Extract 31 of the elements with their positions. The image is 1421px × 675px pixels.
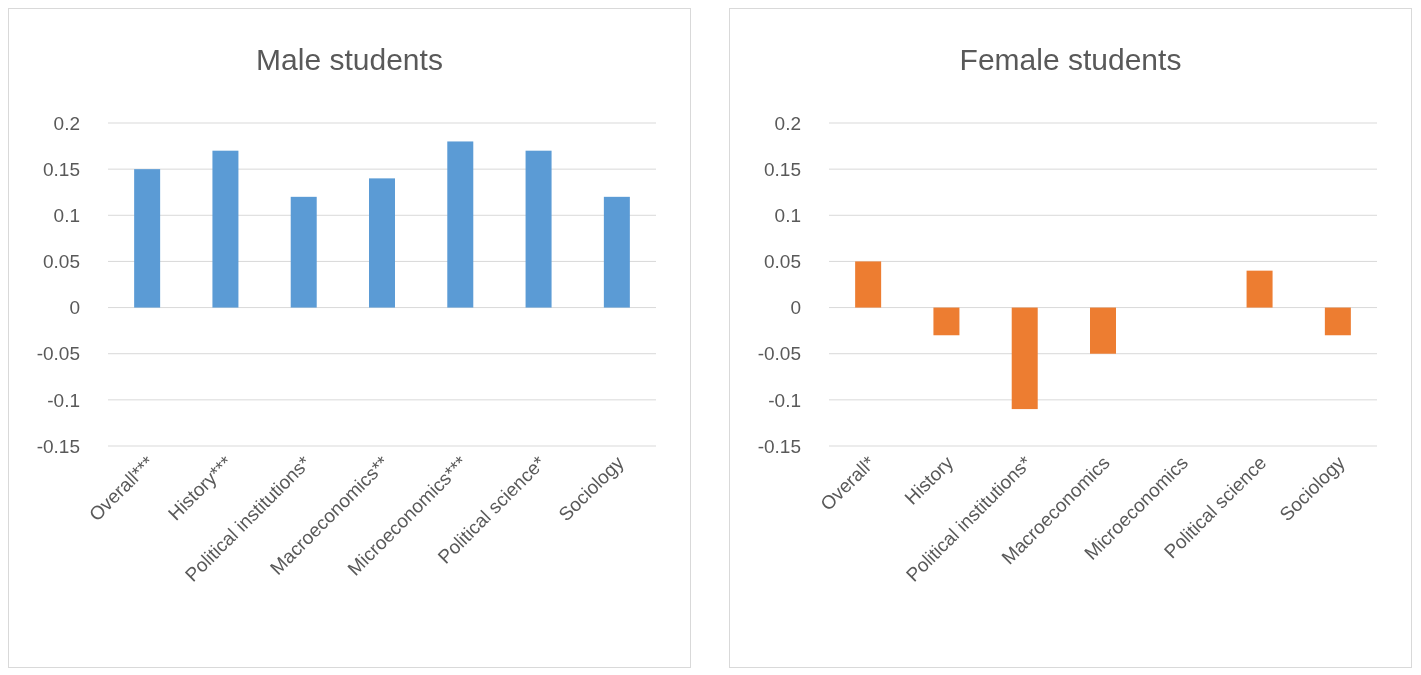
y-tick-label: 0.2 xyxy=(774,112,801,134)
bar xyxy=(1090,307,1116,354)
y-tick-label: 0 xyxy=(69,297,80,319)
bar xyxy=(1011,307,1038,410)
y-tick-label: -0.1 xyxy=(768,389,801,411)
y-tick-label: -0.1 xyxy=(47,389,80,411)
bar xyxy=(1246,270,1273,308)
y-tick-label: -0.05 xyxy=(36,343,80,365)
y-tick-label: 0.15 xyxy=(43,158,80,180)
bar xyxy=(855,261,882,308)
bar xyxy=(933,307,960,336)
y-tick-label: -0.15 xyxy=(757,435,801,457)
y-tick-label: 0.1 xyxy=(53,204,80,226)
y-tick-label: 0.05 xyxy=(764,251,801,273)
y-tick-label: 0 xyxy=(790,297,801,319)
bar xyxy=(369,178,395,308)
chart-title: Male students xyxy=(256,43,443,76)
bar xyxy=(134,169,161,308)
bar xyxy=(603,196,630,308)
y-tick-label: 0.1 xyxy=(774,204,801,226)
y-tick-label: -0.05 xyxy=(757,343,801,365)
y-tick-label: -0.15 xyxy=(36,435,80,457)
y-tick-label: 0.2 xyxy=(53,112,80,134)
y-tick-label: 0.05 xyxy=(43,251,80,273)
bar xyxy=(447,141,474,308)
bar xyxy=(525,150,552,308)
chart-title: Female students xyxy=(959,43,1182,76)
bar xyxy=(212,150,239,308)
y-tick-label: 0.15 xyxy=(764,158,801,180)
bar xyxy=(290,196,317,308)
bar xyxy=(1324,307,1351,336)
